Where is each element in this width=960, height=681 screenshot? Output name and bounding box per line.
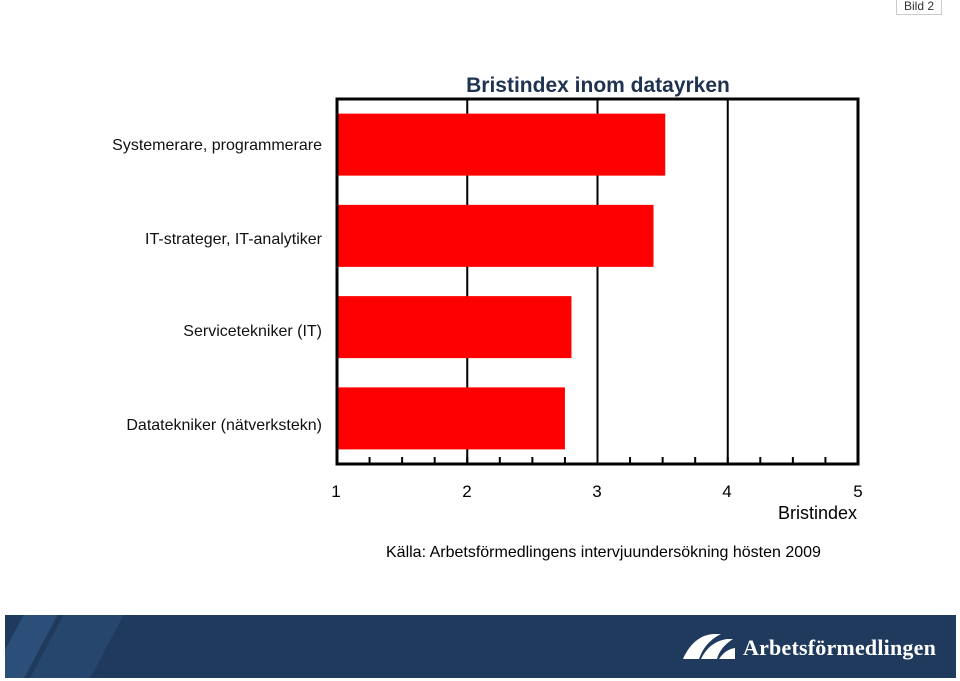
brand-name: Arbetsförmedlingen — [743, 635, 937, 660]
bar — [338, 296, 572, 359]
category-label: Systemerare, programmerare — [112, 137, 322, 154]
bar — [338, 113, 666, 176]
source-note: Källa: Arbetsförmedlingens intervjuunder… — [386, 544, 821, 561]
slide-number: Bild 2 — [896, 0, 942, 15]
bars — [338, 113, 666, 450]
tick-marks — [336, 457, 859, 464]
footer-banner: Arbetsförmedlingen — [5, 615, 956, 678]
x-tick-label: 1 — [331, 482, 341, 501]
category-label: IT-strateger, IT-analytiker — [145, 231, 322, 248]
chart-title: Bristindex inom datayrken — [466, 74, 730, 97]
x-tick-label: 3 — [592, 482, 602, 501]
x-tick-label: 2 — [462, 482, 472, 501]
category-label: Servicetekniker (IT) — [183, 323, 322, 340]
x-tick-label: 4 — [722, 482, 732, 501]
category-label: Datatekniker (nätverkstekn) — [126, 417, 322, 434]
x-tick-label: 5 — [853, 482, 863, 501]
x-axis-title: Bristindex — [777, 503, 857, 523]
bar — [338, 204, 654, 267]
arbetsformedlingen-logo-icon — [683, 634, 735, 659]
bar — [338, 387, 565, 450]
